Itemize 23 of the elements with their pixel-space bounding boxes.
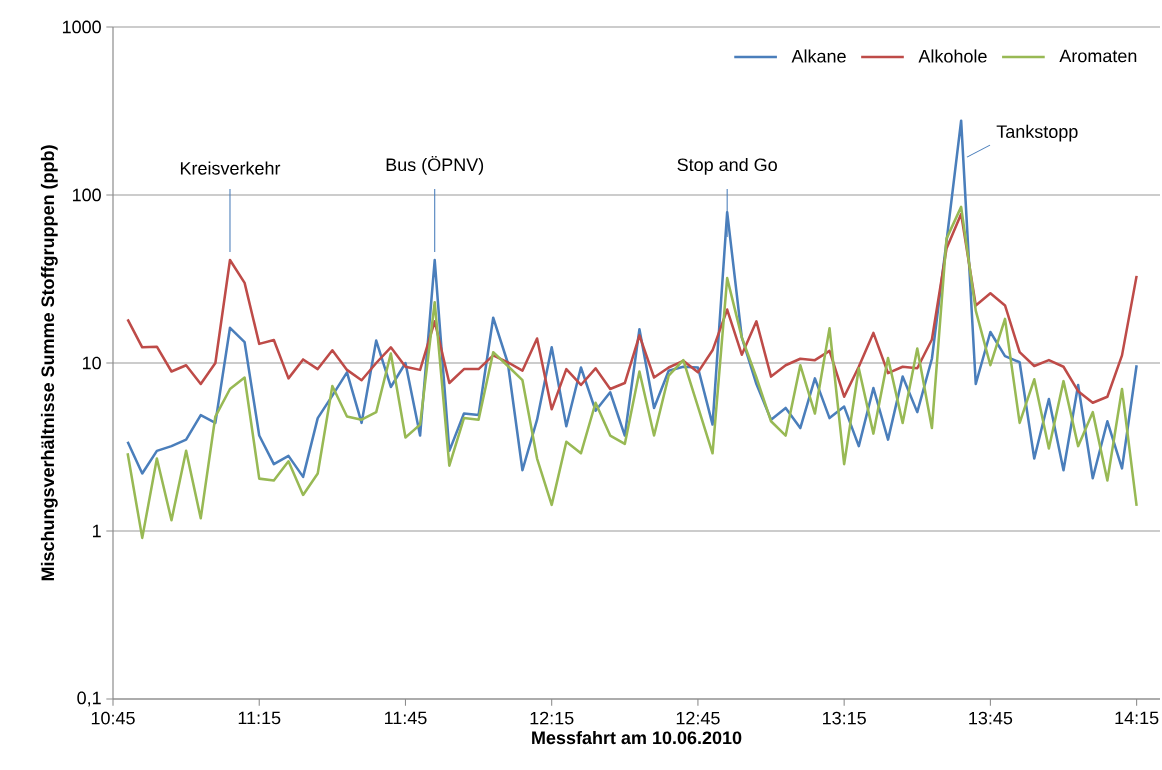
legend-label: Alkohole [918,49,987,63]
legend-label: Aromaten [1059,49,1137,63]
x-tick-label: 13:15 [823,711,866,725]
annotation: Kreisverkehr [180,161,281,175]
x-tick-label: 11:45 [384,711,427,725]
legend-label: Alkane [791,49,846,63]
annotation: Bus (ÖPNV) [386,155,484,175]
x-tick-label: 13:45 [969,711,1013,725]
y-tick-label: 0,1 [77,691,101,707]
y-tick-label: 10 [82,356,101,370]
x-tick-label: 10:45 [91,711,135,725]
y-tick-label: 100 [72,188,101,202]
x-tick-label: 11:15 [238,711,281,725]
annotation: Tankstopp [996,124,1078,142]
y-tick-label: 1 [92,524,101,538]
x-tick-label: 12:45 [676,711,720,725]
y-tick-label: 1000 [62,20,101,34]
annotation: Stop and Go [677,157,777,175]
line-series [126,205,1138,540]
x-tick-label: 14:15 [1115,711,1159,725]
x-tick-label: 12:15 [530,711,574,725]
y-axis-title: Mischungsverhältnisse Summe Stoffgruppen (ppb) [40,145,58,581]
x-axis-title: Messfahrt am 10.06.2010 [532,730,742,745]
